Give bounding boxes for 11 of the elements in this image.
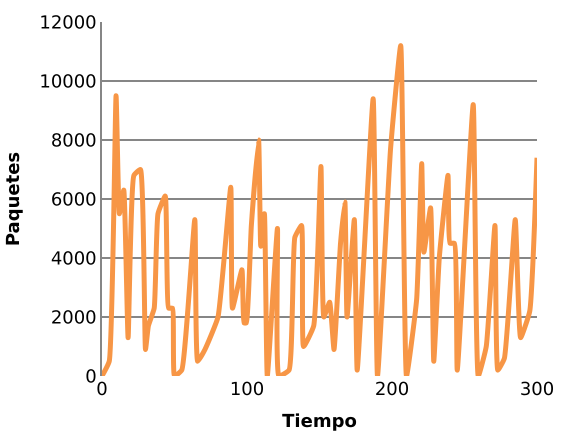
x-tick-label: 100 bbox=[230, 379, 264, 400]
y-tick-label: 12000 bbox=[39, 12, 97, 34]
y-tick-label: 10000 bbox=[39, 71, 97, 92]
y-axis-title: Paquetes bbox=[3, 152, 24, 246]
x-tick-label: 300 bbox=[520, 379, 554, 400]
y-tick-label: 2000 bbox=[50, 307, 97, 328]
x-axis-title: Tiempo bbox=[282, 411, 357, 432]
y-tick-label: 8000 bbox=[50, 130, 97, 152]
x-tick-label: 200 bbox=[374, 379, 410, 400]
y-tick-label: 4000 bbox=[50, 248, 97, 270]
y-tick-label: 6000 bbox=[50, 189, 97, 210]
